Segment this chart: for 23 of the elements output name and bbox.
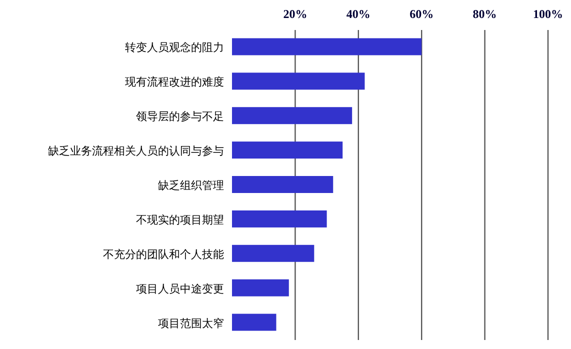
bar [232, 244, 314, 262]
bar [232, 142, 343, 159]
bar [232, 38, 422, 56]
x-tick-label: 100% [533, 7, 563, 21]
y-tick-label: 现有流程改进的难度 [125, 76, 224, 89]
x-tick-label: 60% [410, 7, 434, 21]
y-tick-label: 转变人员观念的阻力 [125, 41, 224, 54]
bar [232, 314, 276, 331]
y-tick-label: 不充分的团队和个人技能 [103, 248, 224, 261]
y-tick-label: 项目范围太窄 [158, 316, 224, 330]
y-tick-label: 缺乏业务流程相关人员的认同与参与 [48, 144, 224, 158]
y-tick-label: 项目人员中途变更 [136, 282, 224, 296]
bar [232, 210, 327, 228]
x-tick-label: 20% [283, 7, 308, 21]
y-tick-label: 不现实的项目期望 [136, 213, 224, 226]
bar [232, 107, 352, 124]
y-tick-label: 缺乏组织管理 [158, 179, 224, 192]
bar [232, 72, 365, 90]
x-tick-label: 80% [472, 7, 497, 21]
y-tick-label: 领导层的参与不足 [136, 110, 224, 124]
x-tick-label: 40% [346, 7, 370, 21]
bar [232, 279, 289, 296]
bar [232, 176, 334, 193]
